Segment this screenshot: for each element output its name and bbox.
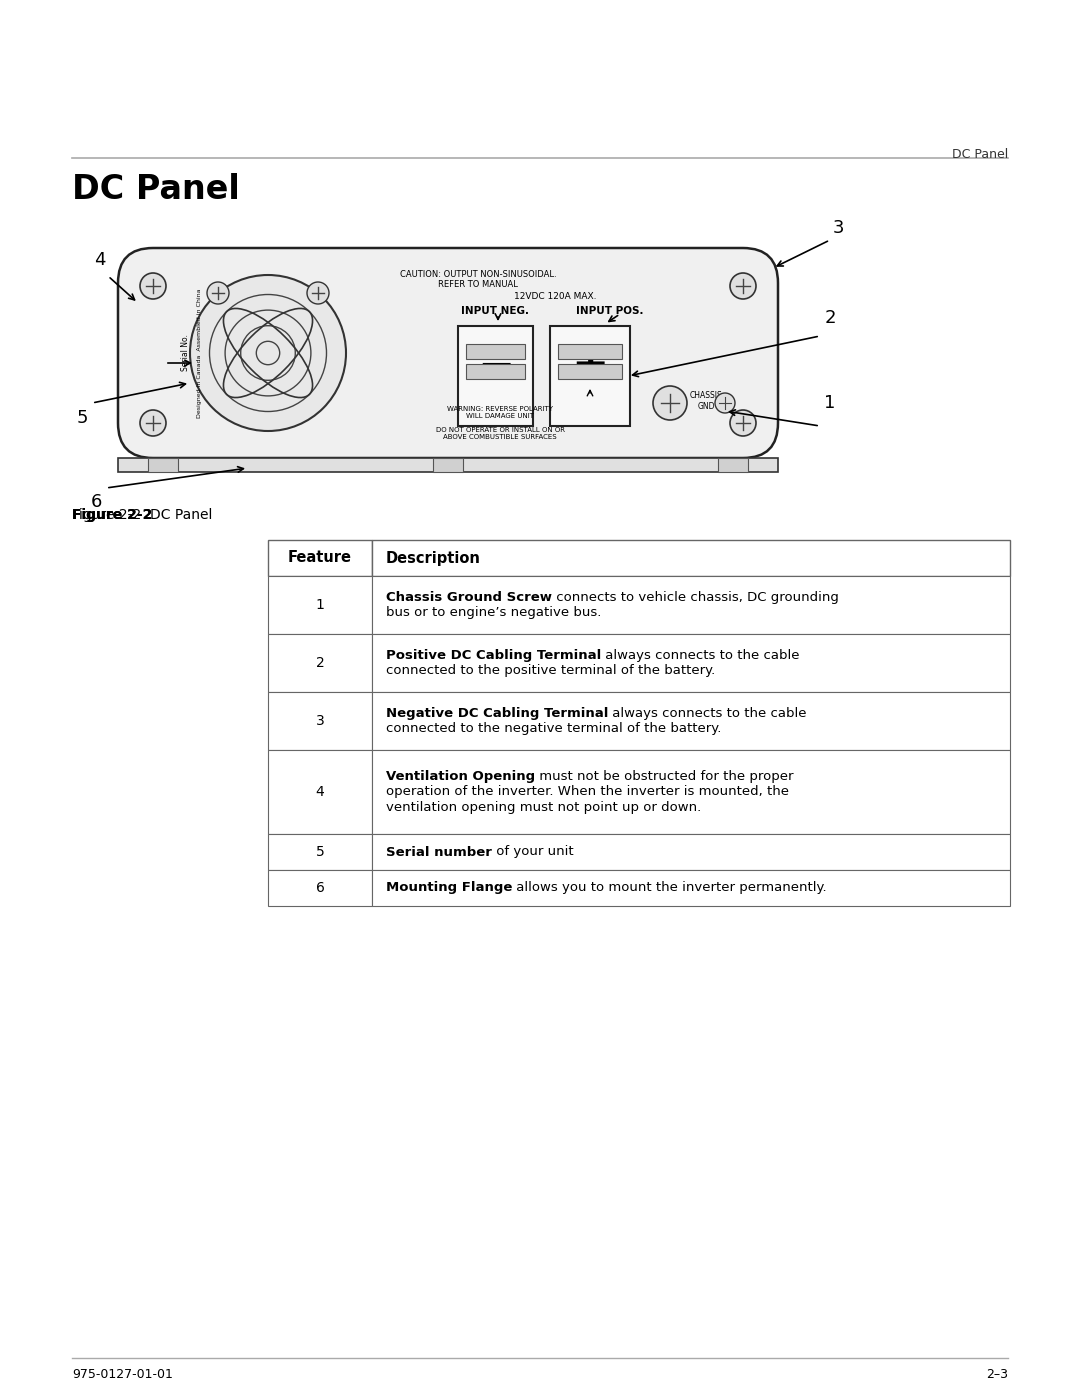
Text: 2: 2	[315, 657, 324, 671]
Bar	[268, 750, 372, 834]
FancyBboxPatch shape	[118, 249, 778, 458]
Text: Figure 2-2: Figure 2-2	[72, 509, 152, 522]
Text: 2: 2	[824, 309, 836, 327]
Text: Description: Description	[386, 550, 481, 566]
Bar	[465, 344, 525, 359]
Text: 1: 1	[824, 394, 836, 412]
Text: DC Panel: DC Panel	[72, 173, 240, 205]
Bar	[118, 458, 778, 472]
Bar	[268, 634, 372, 692]
Text: connected to the negative terminal of the battery.: connected to the negative terminal of th…	[386, 722, 721, 735]
Text: 5: 5	[315, 845, 324, 859]
Text: Figure 2-2  DC Panel: Figure 2-2 DC Panel	[72, 509, 213, 522]
Bar	[558, 365, 622, 379]
Bar	[458, 326, 534, 426]
Bar	[550, 326, 630, 426]
Bar	[372, 750, 1010, 834]
Text: operation of the inverter. When the inverter is mounted, the: operation of the inverter. When the inve…	[386, 785, 789, 799]
Text: connected to the positive terminal of the battery.: connected to the positive terminal of th…	[386, 664, 715, 678]
Text: ventilation opening must not point up or down.: ventilation opening must not point up or…	[386, 800, 701, 814]
Text: INPUT POS.: INPUT POS.	[577, 306, 644, 316]
Text: Negative DC Cabling Terminal: Negative DC Cabling Terminal	[386, 707, 608, 719]
Circle shape	[715, 393, 735, 414]
Text: 2–3: 2–3	[986, 1369, 1008, 1382]
Bar	[372, 834, 1010, 870]
Bar	[268, 834, 372, 870]
Text: CAUTION: OUTPUT NON-SINUSOIDAL.
REFER TO MANUAL: CAUTION: OUTPUT NON-SINUSOIDAL. REFER TO…	[400, 270, 556, 289]
Text: Figure 2-2: Figure 2-2	[72, 509, 152, 522]
Text: always connects to the cable: always connects to the cable	[608, 707, 807, 719]
Text: always connects to the cable: always connects to the cable	[602, 648, 800, 662]
Bar	[372, 541, 1010, 576]
Text: Chassis Ground Screw: Chassis Ground Screw	[386, 591, 552, 604]
Bar	[433, 458, 463, 472]
Text: Designed in Canada  Assembled in China: Designed in Canada Assembled in China	[198, 288, 203, 418]
Text: 975-0127-01-01: 975-0127-01-01	[72, 1369, 173, 1382]
Circle shape	[730, 272, 756, 299]
Text: bus or to engine’s negative bus.: bus or to engine’s negative bus.	[386, 606, 602, 619]
Circle shape	[207, 282, 229, 305]
Bar	[268, 870, 372, 907]
Bar	[718, 458, 748, 472]
Text: CHASSIS
GND: CHASSIS GND	[690, 391, 723, 411]
Text: DC Panel: DC Panel	[951, 148, 1008, 161]
Bar	[148, 458, 178, 472]
Circle shape	[730, 409, 756, 436]
Text: −: −	[477, 345, 514, 387]
Bar	[268, 541, 372, 576]
Text: allows you to mount the inverter permanently.: allows you to mount the inverter permane…	[512, 882, 827, 894]
Bar	[268, 692, 372, 750]
Circle shape	[653, 386, 687, 420]
Text: 3: 3	[315, 714, 324, 728]
Text: WARNING: REVERSE POLARITY
WILL DAMAGE UNIT

DO NOT OPERATE OR INSTALL ON OR
ABOV: WARNING: REVERSE POLARITY WILL DAMAGE UN…	[435, 407, 565, 440]
Text: must not be obstructed for the proper: must not be obstructed for the proper	[535, 770, 794, 782]
Text: 6: 6	[315, 882, 324, 895]
Circle shape	[140, 272, 166, 299]
Circle shape	[307, 282, 329, 305]
Text: Serial No.: Serial No.	[181, 334, 190, 372]
Text: Feature: Feature	[288, 550, 352, 566]
Text: 6: 6	[91, 493, 102, 511]
Circle shape	[140, 409, 166, 436]
Text: 3: 3	[833, 219, 843, 237]
Text: 12VDC 120A MAX.: 12VDC 120A MAX.	[514, 292, 596, 300]
Text: 4: 4	[315, 785, 324, 799]
Text: Serial number: Serial number	[386, 845, 491, 859]
Text: Positive DC Cabling Terminal: Positive DC Cabling Terminal	[386, 648, 602, 662]
Bar	[372, 692, 1010, 750]
Text: of your unit: of your unit	[491, 845, 573, 859]
Text: +: +	[571, 345, 609, 387]
Text: 1: 1	[315, 598, 324, 612]
Bar	[372, 576, 1010, 634]
Bar	[465, 365, 525, 379]
Text: INPUT NEG.: INPUT NEG.	[461, 306, 529, 316]
Text: Mounting Flange: Mounting Flange	[386, 882, 512, 894]
Text: Ventilation Opening: Ventilation Opening	[386, 770, 535, 782]
Text: 4: 4	[94, 251, 106, 270]
Bar	[372, 870, 1010, 907]
Text: connects to vehicle chassis, DC grounding: connects to vehicle chassis, DC groundin…	[552, 591, 839, 604]
Bar	[558, 344, 622, 359]
Text: 5: 5	[77, 409, 87, 427]
Circle shape	[190, 275, 346, 432]
Bar	[268, 576, 372, 634]
Bar	[372, 634, 1010, 692]
